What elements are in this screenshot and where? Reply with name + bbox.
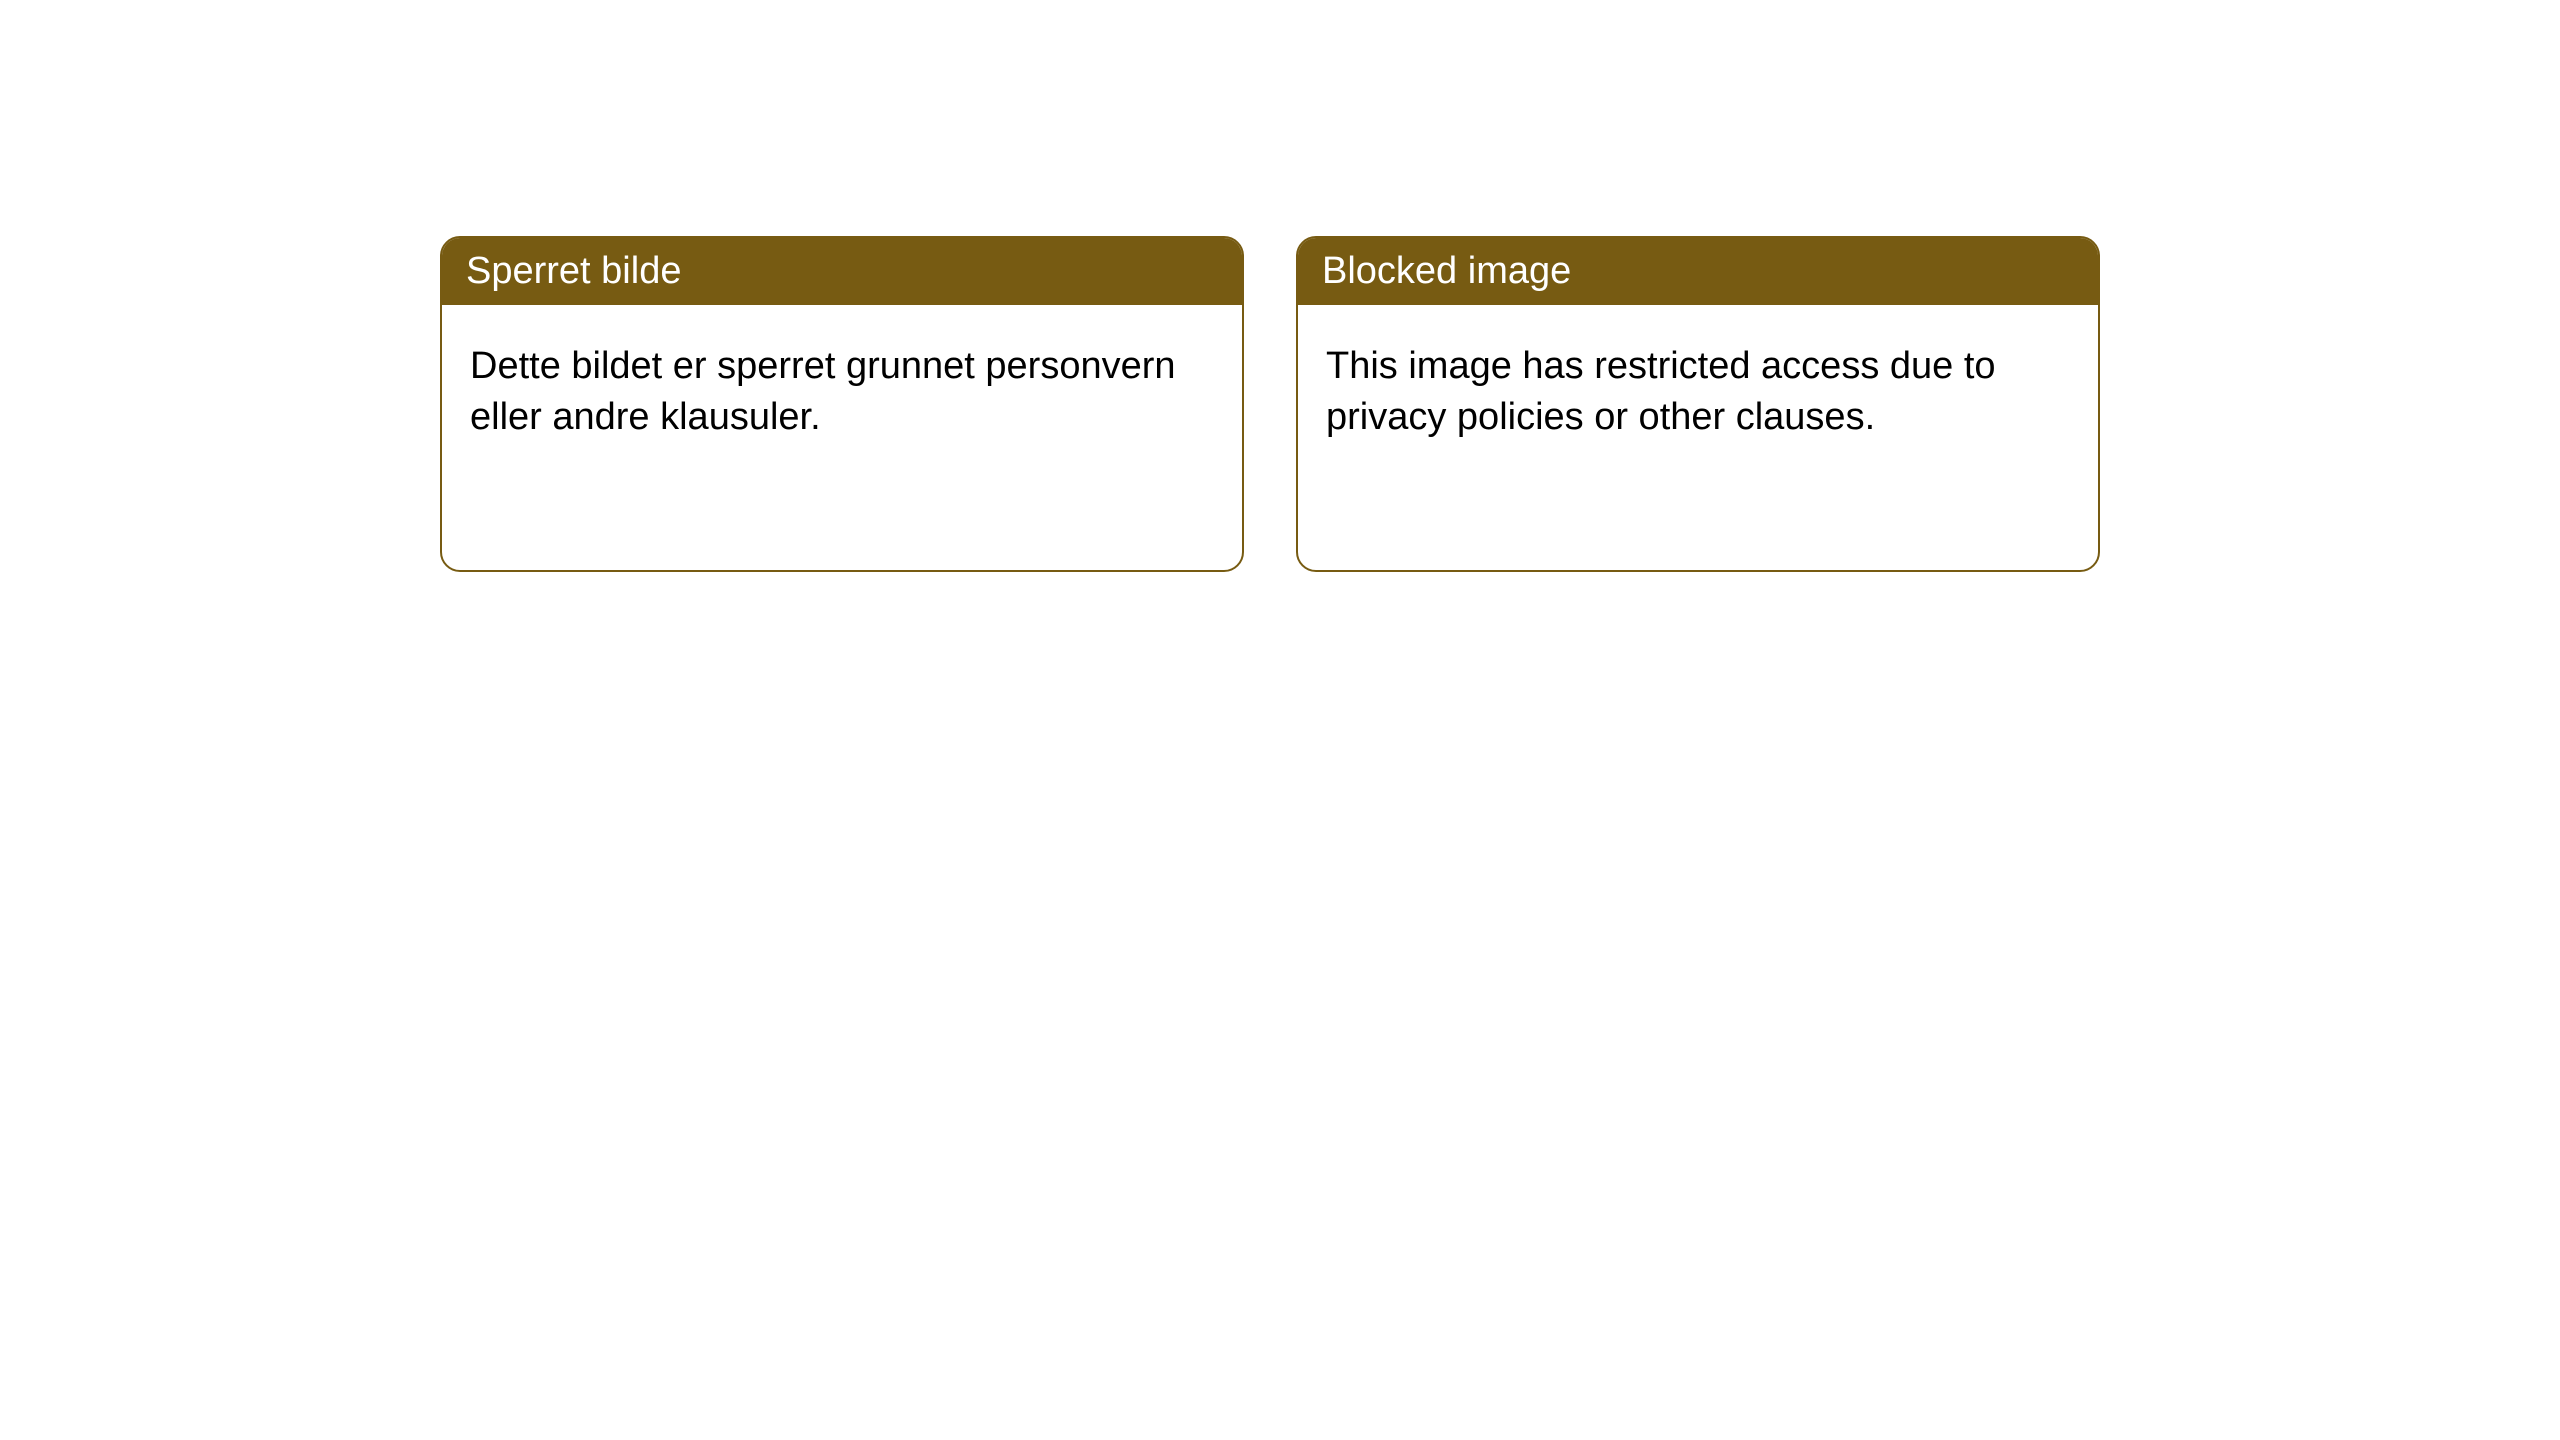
- notice-title: Blocked image: [1322, 250, 1571, 292]
- notice-header: Sperret bilde: [442, 238, 1242, 305]
- notice-cards-container: Sperret bilde Dette bildet er sperret gr…: [0, 0, 2560, 572]
- notice-body-text: This image has restricted access due to …: [1326, 345, 1996, 438]
- notice-body: This image has restricted access due to …: [1298, 305, 2098, 480]
- notice-body: Dette bildet er sperret grunnet personve…: [442, 305, 1242, 480]
- notice-title: Sperret bilde: [466, 250, 681, 292]
- notice-card-english: Blocked image This image has restricted …: [1296, 236, 2100, 572]
- notice-header: Blocked image: [1298, 238, 2098, 305]
- notice-body-text: Dette bildet er sperret grunnet personve…: [470, 345, 1176, 438]
- notice-card-norwegian: Sperret bilde Dette bildet er sperret gr…: [440, 236, 1244, 572]
